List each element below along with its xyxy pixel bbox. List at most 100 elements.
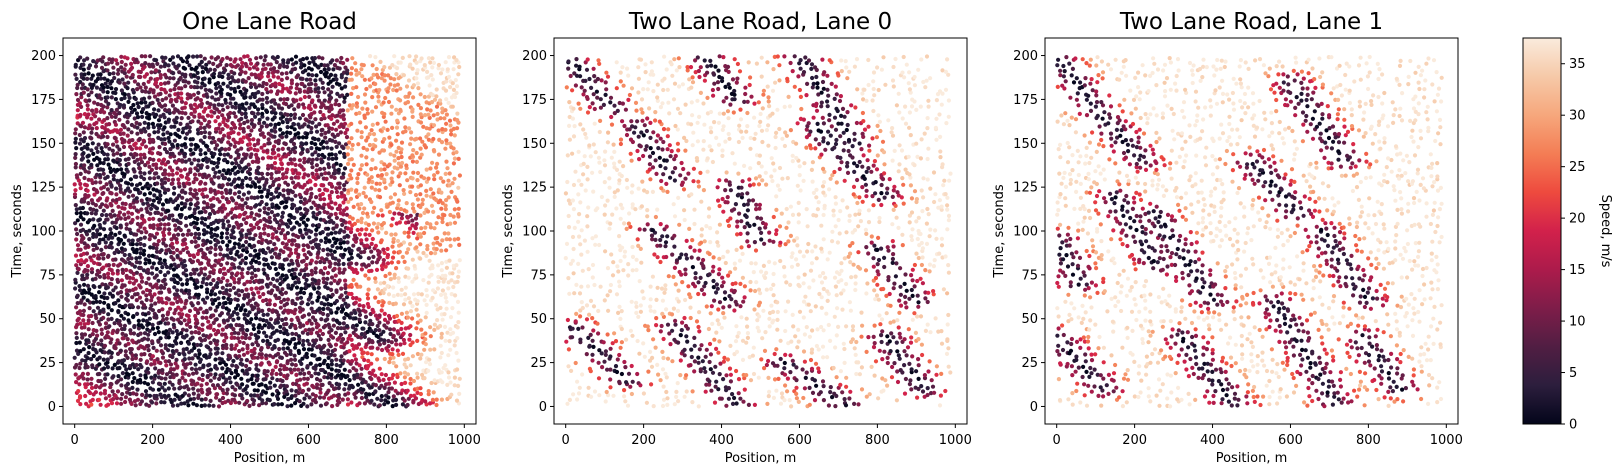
scatter-point — [354, 296, 359, 301]
scatter-point — [105, 357, 110, 362]
scatter-point — [365, 172, 370, 177]
scatter-point — [342, 267, 347, 272]
scatter-point — [220, 305, 226, 310]
scatter-point — [201, 276, 206, 281]
scatter-point — [182, 305, 187, 310]
scatter-point — [377, 313, 382, 318]
scatter-point — [127, 280, 132, 285]
scatter-point — [136, 318, 141, 323]
scatter-point — [175, 108, 180, 113]
scatter-point — [196, 226, 201, 232]
scatter-point — [274, 328, 279, 333]
scatter-point — [154, 112, 159, 117]
scatter-point — [358, 335, 364, 340]
scatter-point — [239, 376, 244, 381]
scatter-point — [146, 79, 151, 84]
scatter-point — [82, 175, 87, 181]
scatter-point — [274, 60, 279, 65]
scatter-point — [200, 322, 205, 327]
scatter-point — [275, 278, 280, 283]
scatter-point — [201, 238, 206, 243]
scatter-point — [184, 328, 189, 333]
scatter-point — [148, 183, 153, 188]
scatter-point — [80, 82, 85, 87]
scatter-point — [239, 222, 244, 227]
scatter-point — [159, 178, 164, 183]
scatter-point — [334, 127, 339, 132]
scatter-point — [241, 217, 246, 222]
scatter-point — [369, 371, 374, 376]
scatter-point — [380, 267, 385, 272]
scatter-point — [211, 383, 216, 388]
scatter-point — [132, 324, 137, 329]
scatter-point — [261, 338, 266, 343]
scatter-point — [289, 103, 294, 108]
scatter-point — [102, 382, 107, 387]
scatter-point — [173, 296, 178, 301]
scatter-point — [139, 399, 144, 404]
scatter-point — [289, 197, 295, 202]
scatter-point — [314, 129, 320, 134]
scatter-point — [271, 195, 277, 200]
scatter-point — [216, 160, 221, 165]
scatter-point — [333, 152, 338, 157]
scatter-point — [331, 236, 336, 241]
scatter-point — [105, 78, 110, 83]
scatter-point — [226, 311, 231, 316]
scatter-point — [279, 299, 284, 305]
scatter-point — [135, 221, 140, 227]
scatter-point — [82, 72, 87, 77]
scatter-point — [211, 71, 217, 76]
scatter-point — [178, 168, 183, 173]
scatter-point — [97, 270, 102, 275]
scatter-point — [377, 188, 382, 193]
scatter-point — [93, 390, 98, 395]
scatter-point — [263, 383, 268, 388]
scatter-point — [298, 295, 304, 300]
scatter-point — [73, 127, 78, 132]
scatter-point — [163, 359, 168, 364]
scatter-point — [143, 373, 148, 378]
scatter-point — [236, 163, 241, 168]
scatter-point — [106, 101, 111, 106]
scatter-point — [143, 312, 148, 317]
scatter-point — [211, 286, 216, 291]
scatter-point — [203, 266, 208, 271]
scatter-point — [355, 180, 360, 186]
scatter-point — [89, 381, 94, 386]
scatter-point — [264, 318, 269, 324]
scatter-point — [221, 266, 227, 271]
scatter-point — [219, 190, 224, 195]
scatter-point — [122, 151, 127, 156]
scatter-point — [225, 243, 230, 248]
scatter-point — [207, 403, 212, 408]
scatter-point — [336, 258, 341, 263]
scatter-point — [225, 235, 230, 240]
scatter-point — [264, 353, 269, 358]
scatter-point — [259, 194, 264, 199]
scatter-point — [354, 188, 359, 193]
scatter-point — [187, 317, 192, 322]
scatter-point — [326, 348, 331, 353]
scatter-point — [329, 200, 334, 205]
scatter-point — [180, 232, 186, 237]
scatter-point — [113, 346, 118, 351]
scatter-point — [312, 62, 318, 67]
scatter-point — [182, 237, 187, 242]
scatter-point — [146, 348, 151, 353]
scatter-point — [375, 121, 380, 126]
scatter-point — [331, 67, 336, 72]
scatter-point — [211, 268, 216, 273]
scatter-point — [163, 282, 168, 287]
scatter-point — [334, 98, 339, 103]
scatter-point — [175, 364, 180, 369]
scatter-point — [304, 200, 309, 205]
scatter-point — [352, 353, 357, 358]
scatter-point — [304, 77, 309, 82]
scatter-point — [330, 243, 335, 249]
scatter-point — [291, 122, 297, 127]
scatter-point — [150, 322, 155, 327]
scatter-point — [268, 281, 273, 286]
scatter-point — [236, 152, 241, 157]
scatter-point — [79, 95, 84, 100]
